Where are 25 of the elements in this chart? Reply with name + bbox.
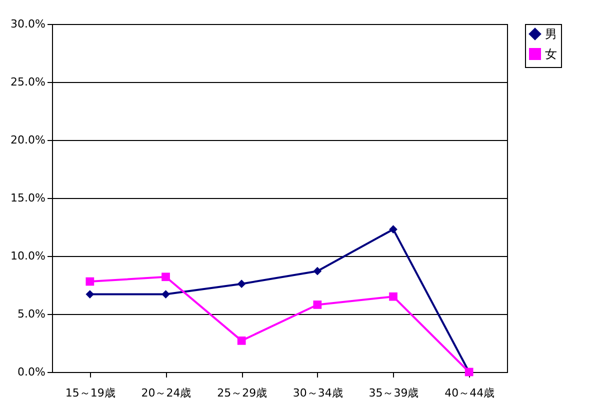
x-tick-label: 15～19歳 [65, 386, 116, 400]
y-tick-label: 5.0% [18, 308, 46, 320]
y-tick-label: 0.0% [18, 366, 46, 378]
point [237, 336, 246, 345]
y-tick-label: 30.0% [10, 18, 46, 30]
point [389, 225, 398, 234]
point [162, 290, 170, 298]
point [86, 290, 94, 298]
point [237, 280, 246, 288]
y-tick-label: 20.0% [10, 134, 46, 146]
y-tick-label: 10.0% [10, 250, 46, 262]
point [162, 272, 170, 282]
x-tick-label: 30～34歳 [292, 386, 343, 400]
y-tick-label: 15.0% [10, 192, 46, 204]
x-tick-label: 25～29歳 [217, 386, 268, 400]
legend-label: 男 [545, 27, 557, 41]
x-tick-label: 40～44歳 [444, 386, 495, 400]
y-tick-label: 25.0% [10, 76, 46, 88]
point [86, 277, 94, 286]
legend-label: 女 [545, 47, 557, 61]
point [313, 266, 322, 276]
point [389, 292, 398, 301]
point [313, 300, 322, 309]
x-tick-label: 35～39歳 [368, 386, 419, 400]
x-tick-label: 20～24歳 [141, 386, 192, 400]
